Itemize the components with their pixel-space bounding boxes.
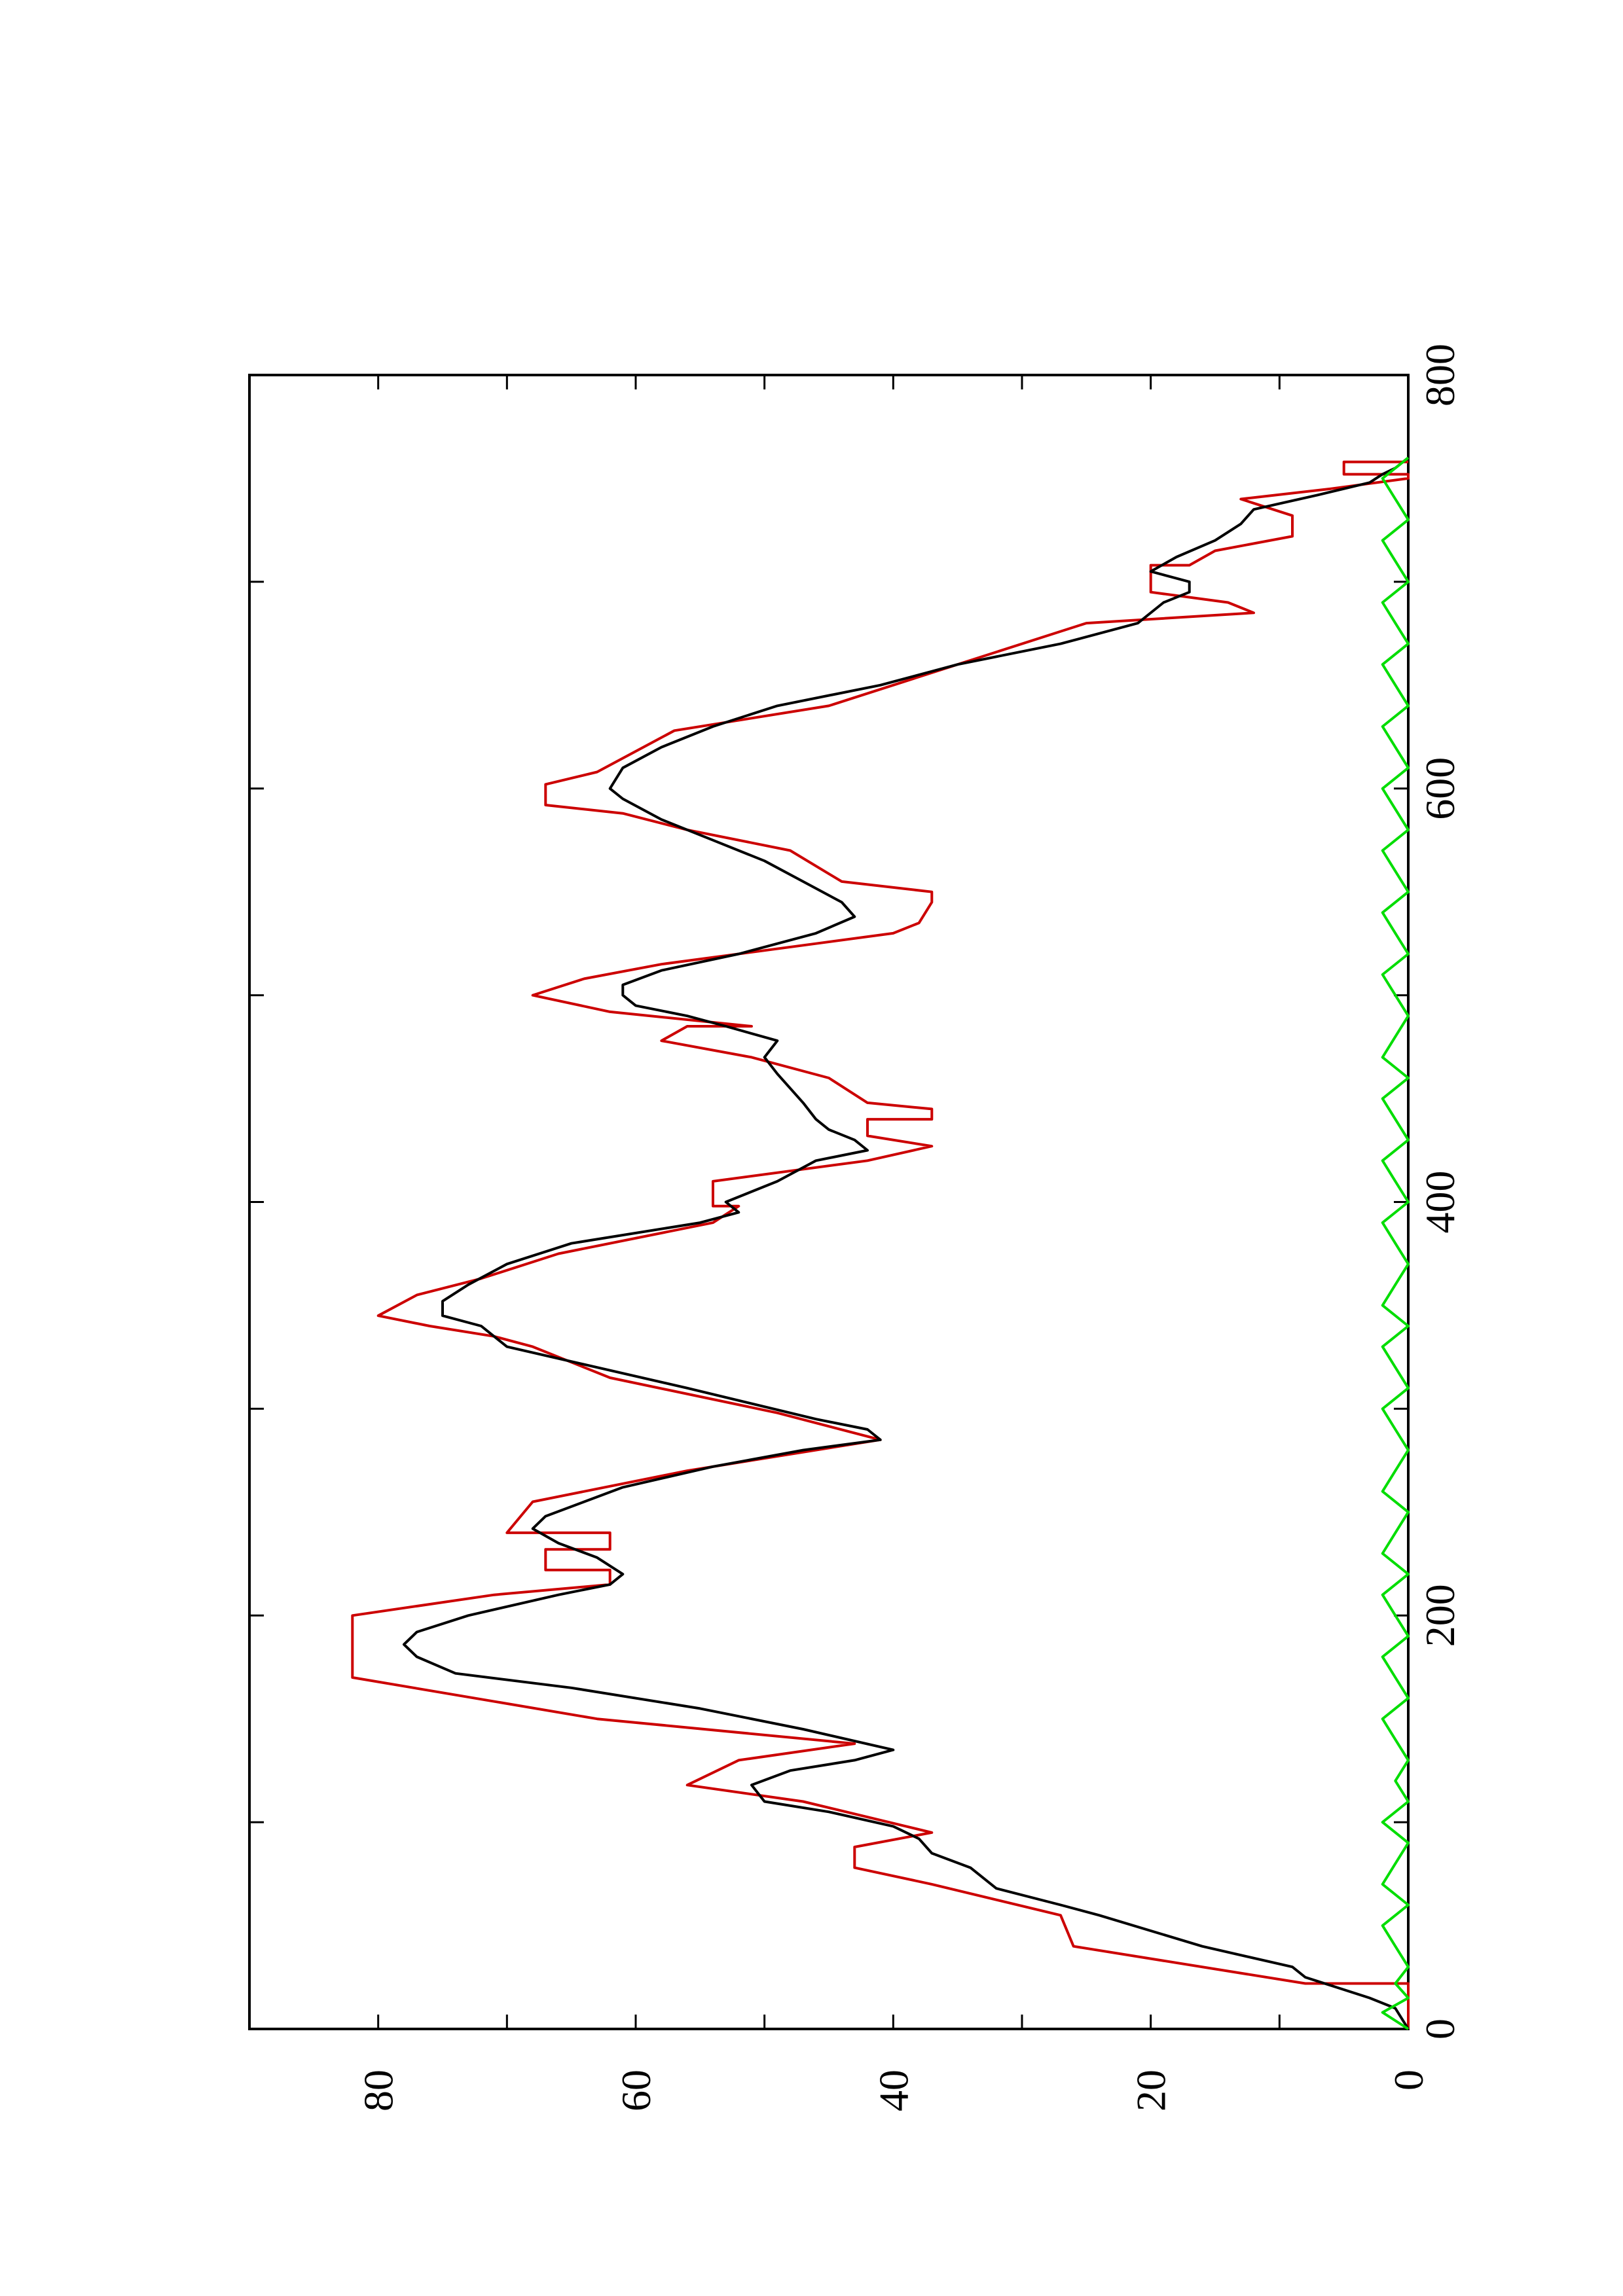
tick-labels: 0 200 400 600 800 0 20 40 60 80: [356, 344, 1463, 2111]
axis-ticks: [248, 374, 1410, 2030]
series-line-1: [351, 460, 1410, 2029]
x-tick-label: 400: [1417, 1171, 1463, 1234]
series-line-3: [1381, 456, 1410, 2030]
x-tick-label: 800: [1417, 344, 1463, 406]
x-tick-label: 0: [1417, 2018, 1463, 2039]
y-tick-label: 80: [356, 2070, 402, 2111]
x-tick-label: 200: [1417, 1584, 1463, 1647]
x-tick-label: 600: [1417, 757, 1463, 820]
y-tick-label: 60: [613, 2070, 659, 2111]
y-tick-label: 20: [1128, 2070, 1175, 2111]
series-layer: [351, 456, 1410, 2030]
series-line-2: [403, 456, 1410, 2030]
y-tick-label: 40: [870, 2070, 917, 2111]
plot-frame: [248, 374, 1410, 2030]
y-tick-label: 0: [1385, 2070, 1432, 2090]
